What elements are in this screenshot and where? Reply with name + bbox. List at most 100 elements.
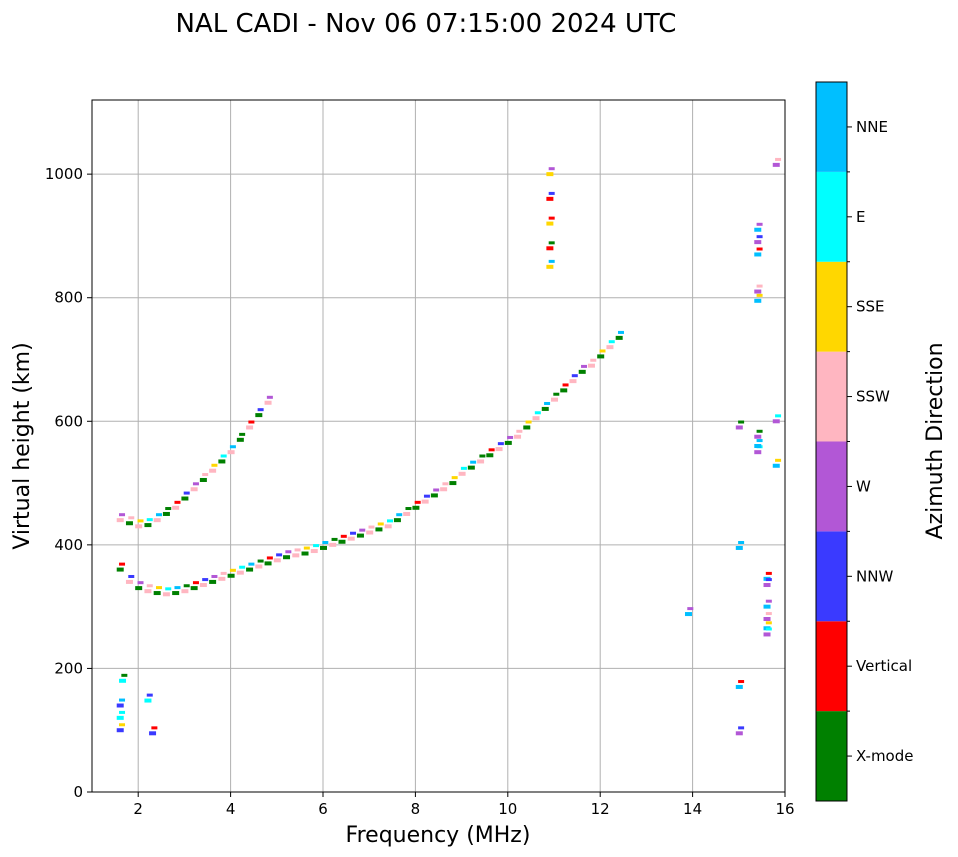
data-point <box>486 453 494 458</box>
data-point <box>125 579 133 584</box>
data-point <box>183 491 190 495</box>
data-point <box>239 565 246 569</box>
data-point <box>294 548 301 552</box>
data-point <box>347 536 355 541</box>
colorbar-tick-label: E <box>856 208 865 226</box>
data-point <box>172 505 180 510</box>
data-point <box>765 571 772 575</box>
data-point <box>116 703 124 708</box>
colorbar-swatch <box>816 82 847 172</box>
data-point <box>738 541 745 545</box>
y-axis-label: Virtual height (km) <box>10 342 35 549</box>
data-point <box>116 518 124 523</box>
data-point <box>239 432 246 436</box>
data-point <box>477 459 485 464</box>
data-point <box>301 551 309 556</box>
data-point <box>756 284 763 288</box>
grid-lines <box>92 100 786 793</box>
data-point <box>617 330 624 334</box>
data-point <box>116 567 124 572</box>
data-point <box>684 612 692 617</box>
data-point <box>754 289 762 294</box>
data-point <box>257 559 264 563</box>
data-point <box>735 684 743 689</box>
data-point <box>470 460 477 464</box>
data-point <box>608 340 615 344</box>
colorbar-tick-label: W <box>856 477 871 495</box>
data-point <box>116 715 124 720</box>
data-point <box>393 518 401 523</box>
data-point <box>754 434 762 439</box>
data-point <box>479 454 486 458</box>
data-point <box>412 505 420 510</box>
data-point <box>765 627 772 631</box>
data-point <box>229 568 236 572</box>
data-point <box>396 513 403 517</box>
data-point <box>763 617 771 621</box>
data-point <box>587 363 595 368</box>
data-point <box>165 507 172 511</box>
data-point <box>384 524 392 529</box>
data-point <box>227 573 235 578</box>
x-tick-label: 6 <box>318 800 328 818</box>
data-point <box>488 448 495 452</box>
data-point <box>174 500 181 504</box>
data-point <box>165 587 172 591</box>
data-point <box>236 437 244 442</box>
data-point <box>181 496 189 501</box>
data-point <box>149 731 157 736</box>
data-point <box>735 731 743 736</box>
data-point <box>246 425 254 430</box>
data-point <box>125 521 133 526</box>
data-point <box>544 401 551 405</box>
data-point <box>548 259 555 263</box>
colorbar-swatch <box>816 171 847 262</box>
data-point <box>350 531 357 535</box>
data-point <box>765 612 772 616</box>
data-point <box>227 450 235 455</box>
data-point <box>548 167 555 171</box>
data-point <box>514 434 522 439</box>
colorbar-swatch <box>816 261 847 352</box>
data-point <box>264 400 272 405</box>
x-axis: 2 4 6 8 10 12 14 16 <box>133 792 795 818</box>
y-tick-label: 1000 <box>45 165 83 183</box>
data-point <box>754 240 762 245</box>
data-point <box>738 420 745 424</box>
data-point <box>119 562 126 566</box>
data-point <box>546 172 554 177</box>
y-tick-label: 600 <box>54 412 83 430</box>
data-point <box>775 414 782 418</box>
data-point <box>756 235 763 239</box>
data-point <box>440 487 448 492</box>
data-point <box>153 518 161 523</box>
data-point <box>313 544 320 548</box>
colorbar-tick-label: SSE <box>856 298 885 316</box>
data-point <box>162 592 170 597</box>
data-point <box>738 680 745 684</box>
data-point <box>772 162 780 167</box>
data-point <box>504 440 512 445</box>
data-point <box>144 523 152 528</box>
data-point <box>190 487 198 492</box>
data-point <box>285 550 292 554</box>
data-point <box>119 698 126 702</box>
data-point <box>229 445 236 449</box>
data-point <box>775 157 782 161</box>
data-point <box>687 607 694 611</box>
data-point <box>183 584 190 588</box>
data-point <box>119 710 126 714</box>
data-point <box>331 537 338 541</box>
data-point <box>211 574 218 578</box>
data-point <box>276 553 283 557</box>
colorbar: X-mode Vertical NNW W SSW SSE E NNE <box>816 82 913 801</box>
data-point <box>495 447 503 452</box>
data-point <box>218 576 226 581</box>
data-point <box>548 241 555 245</box>
data-point <box>202 578 209 582</box>
data-point <box>220 454 227 458</box>
data-point <box>162 511 170 516</box>
colorbar-swatch <box>816 351 847 442</box>
y-tick-label: 0 <box>73 783 83 801</box>
data-point <box>211 463 218 467</box>
